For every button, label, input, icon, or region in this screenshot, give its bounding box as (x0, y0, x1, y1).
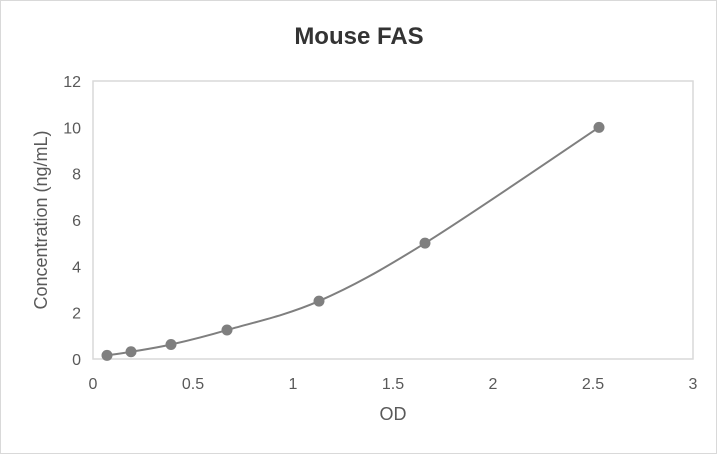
x-tick-label: 3 (689, 376, 698, 393)
data-point (165, 339, 177, 351)
data-point (125, 346, 137, 358)
y-tick-label: 12 (63, 74, 81, 91)
y-tick-label: 10 (63, 120, 81, 137)
x-tick-label: 1.5 (382, 376, 404, 393)
y-axis-ticks: 0 2 4 6 8 10 12 (63, 74, 81, 369)
x-tick-label: 2 (489, 376, 498, 393)
data-point (101, 349, 113, 361)
x-tick-label: 0 (89, 376, 98, 393)
x-tick-label: 0.5 (182, 376, 204, 393)
y-tick-label: 0 (72, 352, 81, 369)
x-tick-label: 2.5 (582, 376, 604, 393)
plot-area (92, 80, 694, 360)
x-tick-label: 1 (289, 376, 298, 393)
y-tick-label: 4 (72, 259, 81, 276)
data-point (313, 295, 325, 307)
y-axis-label: Concentration (ng/mL) (31, 130, 51, 309)
data-point (221, 324, 233, 336)
y-tick-label: 6 (72, 213, 81, 230)
x-axis-ticks: 0 0.5 1 1.5 2 2.5 3 (89, 376, 698, 393)
y-tick-label: 2 (72, 306, 81, 323)
y-tick-label: 8 (72, 167, 81, 184)
chart-title: Mouse FAS (294, 23, 423, 50)
data-points (101, 121, 605, 361)
data-point (419, 237, 431, 249)
x-axis-label: OD (380, 404, 407, 424)
data-point (593, 121, 605, 133)
data-line (106, 126, 600, 357)
